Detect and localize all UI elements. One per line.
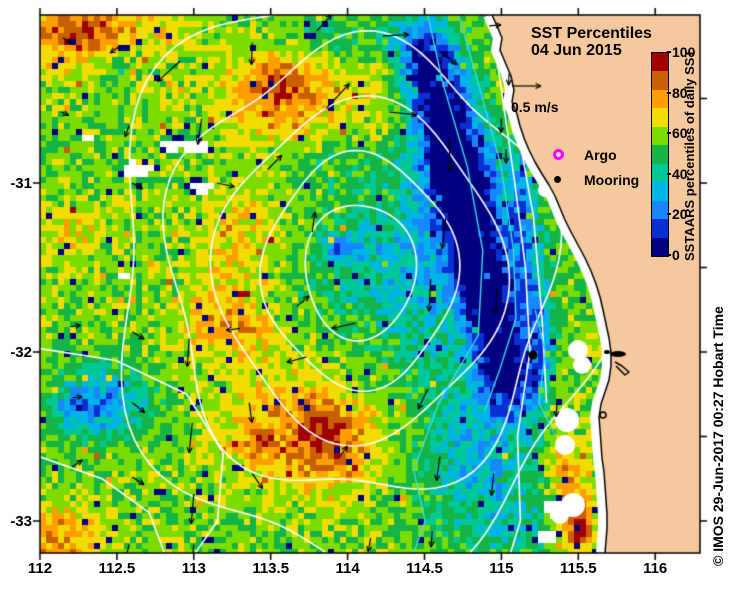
colorbar-segment — [652, 200, 668, 220]
colorbar-tick-mark — [667, 51, 671, 53]
lon-axis-tick-label: 115.5 — [559, 560, 597, 577]
colorbar-tick-label: 40 — [672, 165, 688, 182]
page-title: SST Percentiles — [531, 25, 652, 42]
colorbar-tick-label: 80 — [672, 84, 688, 101]
lon-axis-tick-label: 115 — [489, 560, 514, 577]
colorbar-tick-mark — [667, 213, 671, 216]
colorbar-title: SSTAARS percentiles of daily SST — [682, 49, 697, 261]
colorbar-tick-label: 0 — [672, 247, 680, 263]
lat-axis-tick-label: -32 — [10, 344, 32, 361]
lon-axis-tick-label: 114 — [335, 560, 360, 577]
colorbar-tick-mark — [667, 91, 671, 94]
colorbar-segment — [652, 145, 668, 164]
lat-axis-tick-label: -31 — [10, 175, 32, 192]
lon-axis-tick-label: 116 — [643, 560, 668, 577]
colorbar-tick-label: 60 — [672, 125, 688, 142]
mooring-marker-icon — [554, 176, 561, 183]
colorbar-segment — [652, 163, 668, 183]
mooring-legend-label: Mooring — [584, 172, 640, 188]
argo-marker-icon — [553, 149, 564, 160]
lon-axis-tick-label: 113.5 — [252, 560, 290, 577]
argo-legend-label: Argo — [584, 147, 617, 163]
colorbar-segment — [652, 71, 668, 90]
lat-axis-tick-label: -33 — [10, 513, 32, 530]
colorbar-segment — [652, 53, 668, 72]
credit-text: © IMOS 29-Jun-2017 00:27 Hobart Time — [710, 306, 726, 566]
colorbar-segment — [652, 89, 668, 109]
velocity-scale-label: 0.5 m/s — [511, 99, 559, 115]
lon-axis-tick-label: 114.5 — [406, 560, 443, 577]
lon-axis-tick-label: 113 — [181, 560, 206, 577]
colorbar-tick-label: 20 — [672, 206, 688, 223]
colorbar-tick-mark — [667, 254, 671, 256]
lon-axis-tick-label: 112 — [27, 560, 53, 577]
colorbar — [651, 52, 669, 257]
date-label: 04 Jun 2015 — [531, 42, 622, 59]
colorbar-segment — [652, 108, 668, 127]
colorbar-tick-label: 100 — [672, 44, 696, 60]
colorbar-segment — [652, 126, 668, 146]
colorbar-segment — [652, 182, 668, 201]
colorbar-tick-mark — [667, 172, 671, 175]
colorbar-segment — [652, 219, 668, 238]
colorbar-segment — [652, 237, 668, 256]
colorbar-tick-mark — [667, 132, 671, 135]
lon-axis-tick-label: 112.5 — [98, 560, 136, 577]
